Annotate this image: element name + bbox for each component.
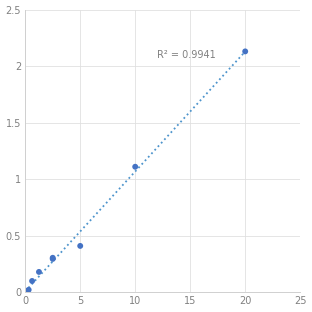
Point [26,287,31,292]
Point [30,279,35,284]
Point [243,49,248,54]
Point [50,256,55,261]
Point [23,289,28,294]
Point [133,164,138,169]
Point [78,243,83,248]
Point [37,270,41,275]
Point [50,255,55,260]
Text: R² = 0.9941: R² = 0.9941 [157,50,216,60]
Point [24,288,29,293]
